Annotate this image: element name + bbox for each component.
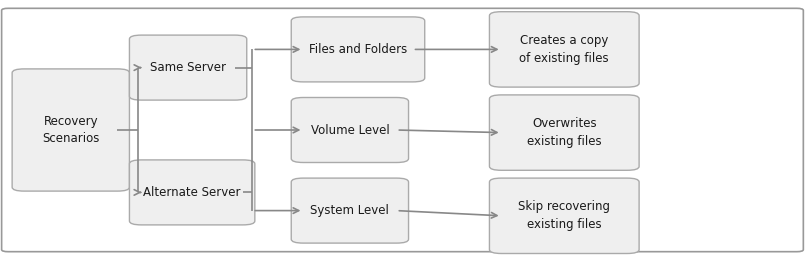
Text: Skip recovering
existing files: Skip recovering existing files <box>519 200 610 231</box>
Text: System Level: System Level <box>311 204 389 217</box>
FancyBboxPatch shape <box>291 178 409 243</box>
Text: Creates a copy
of existing files: Creates a copy of existing files <box>519 34 609 65</box>
FancyBboxPatch shape <box>129 35 247 100</box>
Text: Recovery
Scenarios: Recovery Scenarios <box>42 114 100 146</box>
Text: Overwrites
existing files: Overwrites existing files <box>527 117 602 148</box>
FancyBboxPatch shape <box>291 17 425 82</box>
FancyBboxPatch shape <box>489 178 639 254</box>
Text: Alternate Server: Alternate Server <box>143 186 241 199</box>
FancyBboxPatch shape <box>489 95 639 170</box>
FancyBboxPatch shape <box>2 8 803 252</box>
FancyBboxPatch shape <box>129 160 255 225</box>
Text: Same Server: Same Server <box>150 61 226 74</box>
Text: Files and Folders: Files and Folders <box>309 43 407 56</box>
FancyBboxPatch shape <box>12 69 129 191</box>
Text: Volume Level: Volume Level <box>311 124 389 136</box>
FancyBboxPatch shape <box>489 12 639 87</box>
FancyBboxPatch shape <box>291 98 409 162</box>
